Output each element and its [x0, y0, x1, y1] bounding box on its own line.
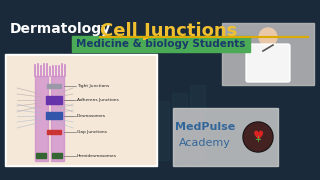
Bar — [47, 84, 61, 88]
Bar — [7, 56, 155, 164]
Text: Tight Junctions: Tight Junctions — [77, 84, 109, 88]
FancyBboxPatch shape — [246, 44, 290, 82]
Bar — [46, 96, 62, 104]
Text: Desmosomes: Desmosomes — [77, 114, 106, 118]
Text: Gap Junctions: Gap Junctions — [77, 130, 107, 134]
Text: MedPulse: MedPulse — [175, 122, 235, 132]
Text: Dermatology: Dermatology — [10, 22, 111, 36]
Bar — [222, 23, 314, 85]
Bar — [154, 101, 169, 160]
Bar — [72, 36, 250, 52]
Bar — [52, 153, 62, 158]
Bar — [172, 93, 187, 160]
Bar — [51, 76, 64, 161]
Bar — [173, 108, 278, 166]
Bar — [136, 109, 151, 160]
Bar — [5, 54, 157, 166]
Bar — [190, 85, 205, 160]
Text: +: + — [255, 136, 261, 145]
Bar — [36, 153, 46, 158]
Text: Hemidesmosomes: Hemidesmosomes — [77, 154, 117, 158]
Text: Academy: Academy — [179, 138, 231, 148]
Bar — [47, 130, 61, 134]
Text: Adherens Junctions: Adherens Junctions — [77, 98, 119, 102]
Bar — [100, 125, 115, 160]
Bar — [118, 117, 133, 160]
Text: Medicine & biology Students: Medicine & biology Students — [76, 39, 246, 49]
Text: Cell Junctions: Cell Junctions — [100, 22, 237, 40]
Bar — [35, 76, 48, 161]
Text: ♥: ♥ — [252, 129, 264, 143]
Bar — [46, 112, 62, 119]
Circle shape — [243, 122, 273, 152]
Circle shape — [259, 28, 277, 46]
Circle shape — [244, 123, 272, 151]
